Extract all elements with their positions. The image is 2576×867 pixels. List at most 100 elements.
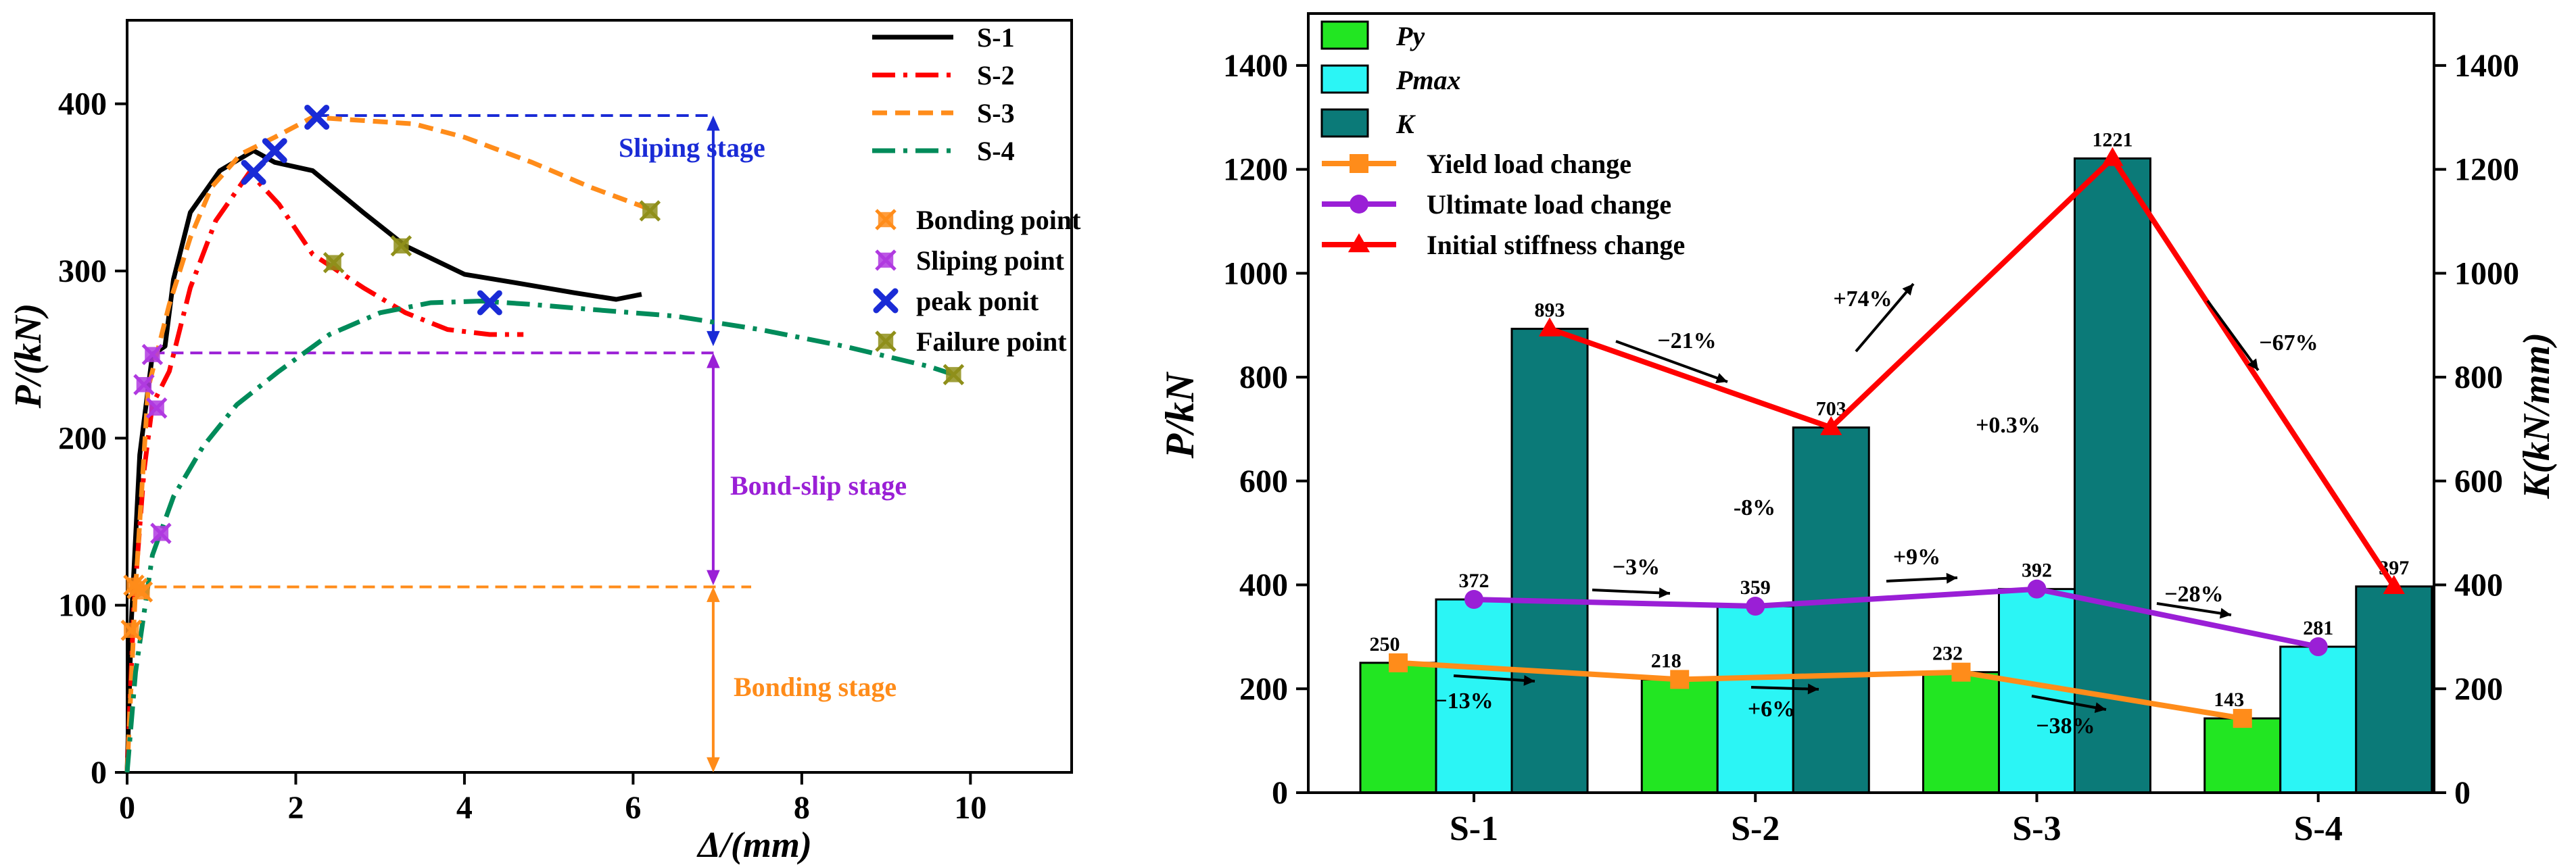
marker-peak-ponit	[304, 104, 330, 130]
right-y-tick-label: 800	[1239, 360, 1288, 395]
change-line-initial-stiffness-change	[1548, 154, 2397, 588]
marker-bonding-point-cross	[120, 619, 143, 641]
right-y-tick-label: 1200	[1223, 152, 1288, 188]
marker-bonding-point	[131, 581, 153, 603]
right-plot-frame	[1307, 12, 2435, 794]
right-y-tick-label: 200	[1239, 671, 1288, 707]
change-percent-label: −67%	[2259, 330, 2318, 355]
stage-arrow-head-down	[707, 570, 720, 585]
bar-value-label: 218	[1651, 649, 1681, 672]
stage-label: Sliping stage	[619, 132, 765, 163]
legend-marker-bonding-point	[875, 209, 897, 230]
left-x-tick-label: 6	[625, 790, 641, 826]
change-arrow	[2206, 299, 2260, 372]
legend-label: S-3	[977, 98, 1015, 128]
right-y2-tick-label: 1400	[2454, 48, 2519, 84]
marker-sliping-point	[133, 374, 155, 395]
legend-label: Py	[1396, 21, 1425, 51]
left-plot-frame	[126, 19, 1073, 774]
legend-marker-ultimate-load-change	[1350, 195, 1368, 214]
bar-value-label: 392	[2022, 560, 2052, 582]
bar-value-label: 250	[1370, 633, 1400, 655]
change-percent-label: -8%	[1734, 495, 1775, 520]
change-marker-initial-stiffness-change	[1538, 317, 1561, 337]
left-y-tick-label: 0	[91, 755, 107, 791]
legend-label: Initial stiffness change	[1427, 230, 1685, 260]
legend-marker-yield-load-change	[1350, 154, 1368, 173]
change-line-ultimate-load-change	[1473, 586, 2319, 649]
marker-peak-ponit	[241, 159, 266, 185]
change-arrow-head	[1946, 572, 1957, 584]
left-y-tick-label: 200	[58, 420, 107, 456]
left-chart: 0 2 4 6 8 100100200300400Δ/(mm)P/(kN)Sliping …	[7, 19, 1081, 865]
category-label: S-3	[2012, 810, 2061, 848]
stage-label: Bonding stage	[734, 672, 897, 702]
marker-peak-ponit	[262, 138, 287, 164]
bar-k	[1510, 328, 1589, 794]
bar-py	[1640, 678, 1719, 794]
marker-failure-point-cross	[323, 251, 345, 274]
marker-sliping-point	[150, 522, 172, 545]
bar-value-label: 143	[2214, 689, 2244, 711]
change-marker-initial-stiffness-change	[2101, 147, 2124, 166]
left-x-tick-label: 10	[954, 790, 986, 826]
marker-bonding-point	[120, 619, 143, 641]
right-y2-axis-label: K(kN/mm)	[2516, 332, 2558, 499]
legend-label: Bonding point	[916, 205, 1081, 235]
right-y-tick-label: 600	[1239, 464, 1288, 499]
right-y-tick-label: 1400	[1223, 48, 1288, 84]
change-marker-ultimate-load-change	[2308, 637, 2328, 657]
change-marker-yield-load-change	[2233, 709, 2252, 728]
marker-failure-point-cross	[943, 364, 965, 386]
right-y2-tick-label: 1200	[2454, 152, 2519, 188]
marker-sliping-point-cross	[145, 397, 168, 419]
change-arrow-head	[2219, 608, 2231, 619]
marker-peak-ponit	[477, 290, 502, 316]
left-x-tick-label: 2	[287, 790, 304, 826]
legend-label: K	[1396, 109, 1416, 139]
change-arrow	[1453, 674, 1535, 683]
change-arrow-head	[2247, 358, 2258, 370]
change-arrow-head	[1715, 373, 1727, 384]
change-arrow-head	[2094, 702, 2106, 714]
marker-sliping-point-cross	[141, 343, 164, 366]
bar-py	[1922, 671, 2000, 794]
bar-value-label: 281	[2303, 617, 2333, 639]
legend-marker-sliping-point	[875, 249, 897, 271]
stage-arrow-head-up	[707, 353, 720, 368]
legend-marker-sliping-point-cross	[875, 249, 897, 271]
change-arrow-head	[1807, 683, 1819, 695]
change-marker-ultimate-load-change	[1464, 590, 1483, 610]
bar-value-label: 359	[1740, 576, 1771, 599]
legend-label: Sliping point	[916, 245, 1065, 276]
legend-marker-failure-point-cross	[875, 330, 897, 352]
change-marker-initial-stiffness-change	[2383, 575, 2405, 595]
stage-label: Bond-slip stage	[730, 470, 907, 501]
change-arrow	[1886, 576, 1958, 583]
change-percent-label: +9%	[1893, 545, 1940, 570]
change-arrow	[1592, 589, 1671, 595]
legend-marker-initial-stiffness-change	[1347, 233, 1370, 253]
bar-k	[2074, 157, 2151, 794]
legend-label: S-4	[977, 136, 1015, 166]
change-marker-ultimate-load-change	[2027, 579, 2047, 599]
left-y-tick-label: 300	[58, 253, 107, 289]
marker-failure-point	[390, 235, 412, 257]
change-percent-label: +0.3%	[1976, 413, 2041, 438]
legend-swatch-k	[1320, 108, 1369, 138]
change-percent-label: −13%	[1434, 689, 1493, 714]
change-arrow-head	[1902, 284, 1913, 296]
change-percent-label: −38%	[2036, 714, 2095, 739]
change-arrow	[1615, 340, 1728, 383]
series-line-s-1	[124, 148, 642, 773]
change-arrow-head	[1659, 587, 1670, 599]
legend-label: Yield load change	[1427, 149, 1631, 179]
change-marker-yield-load-change	[1389, 653, 1408, 672]
stage-arrow-head-down	[707, 330, 720, 347]
left-x-tick-label: 0	[119, 790, 135, 826]
legend-swatch-py	[1320, 20, 1369, 50]
marker-failure-point	[943, 364, 965, 386]
legend-label: S-1	[977, 22, 1015, 53]
